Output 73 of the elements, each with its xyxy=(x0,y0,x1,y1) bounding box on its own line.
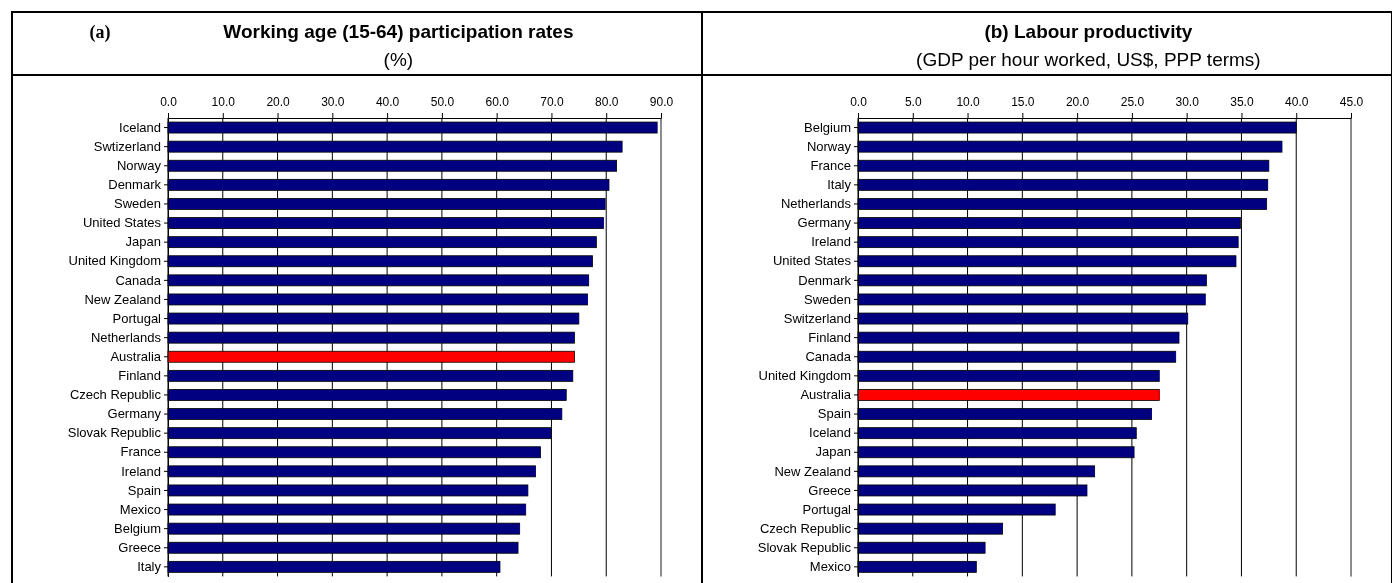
y-tick-label: Japan xyxy=(815,444,851,460)
y-tick-label: Italy xyxy=(137,559,162,575)
y-tick-label: Belgium xyxy=(114,520,161,536)
y-tick-label: France xyxy=(120,444,161,460)
y-tick-label: United Kingdom xyxy=(758,368,851,384)
y-tick-label: Norway xyxy=(806,138,852,154)
y-tick-label: Slovak Republic xyxy=(757,539,852,555)
y-tick-label: Greece xyxy=(118,539,161,555)
y-tick-label: Germany xyxy=(797,215,852,231)
x-tick-label: 0.0 xyxy=(160,95,178,110)
y-tick-label: United States xyxy=(82,215,162,231)
y-tick-label: New Zealand xyxy=(774,463,851,479)
x-tick-label: 5.0 xyxy=(904,95,922,110)
chart-subtitle: (%) xyxy=(383,49,414,70)
y-tick-label: Canada xyxy=(115,272,162,288)
y-tick-label: United Kingdom xyxy=(68,253,161,269)
y-tick-label: Canada xyxy=(805,348,852,364)
x-tick-label: 30.0 xyxy=(321,95,345,110)
x-tick-label: 20.0 xyxy=(266,95,291,110)
y-tick-label: Greece xyxy=(808,482,851,498)
y-tick-label: Czech Republic xyxy=(69,387,162,403)
y-tick-label: Netherlands xyxy=(780,196,852,212)
y-tick-label: Slovak Republic xyxy=(67,425,162,441)
x-tick-label: 35.0 xyxy=(1230,95,1254,110)
x-tick-label: 20.0 xyxy=(1065,95,1090,110)
chart-title: (b) Labour productivity xyxy=(984,21,1193,42)
x-tick-label: 30.0 xyxy=(1175,95,1200,110)
y-tick-label: Ireland xyxy=(811,234,851,250)
y-tick-label: Spain xyxy=(127,482,161,498)
y-tick-label: Denmark xyxy=(798,272,852,288)
text: (a) xyxy=(89,22,111,43)
y-tick-label: Mexico xyxy=(119,501,161,517)
y-tick-label: Iceland xyxy=(119,119,161,135)
y-tick-label: Japan xyxy=(125,234,161,250)
y-tick-label: France xyxy=(810,157,851,173)
y-tick-label: Italy xyxy=(827,177,852,193)
y-tick-label: Denmark xyxy=(108,177,162,193)
y-tick-label: Ireland xyxy=(121,463,161,479)
chart-subtitle: (GDP per hour worked, US$, PPP terms) xyxy=(916,49,1261,70)
x-tick-label: 80.0 xyxy=(595,95,619,110)
y-tick-label: Sweden xyxy=(804,291,851,307)
chart-title: Working age (15-64) participation rates xyxy=(223,21,574,42)
x-tick-label: 60.0 xyxy=(485,95,510,110)
y-tick-label: Switzerland xyxy=(783,310,851,326)
y-tick-label: United States xyxy=(772,253,852,269)
y-tick-label: Czech Republic xyxy=(759,520,852,536)
x-tick-label: 15.0 xyxy=(1011,95,1035,110)
y-tick-label: New Zealand xyxy=(84,291,161,307)
x-tick-label: 10.0 xyxy=(956,95,981,110)
y-tick-label: Sweden xyxy=(114,196,161,212)
x-tick-label: 40.0 xyxy=(1285,95,1309,110)
x-tick-label: 40.0 xyxy=(375,95,400,110)
y-tick-label: Portugal xyxy=(112,310,162,326)
y-tick-label: Finland xyxy=(808,329,851,345)
x-tick-label: 90.0 xyxy=(649,95,674,110)
x-tick-label: 10.0 xyxy=(211,95,236,110)
x-tick-label: 25.0 xyxy=(1120,95,1145,110)
y-tick-label: Australia xyxy=(800,387,852,403)
x-tick-label: 70.0 xyxy=(540,95,564,110)
x-tick-label: 0.0 xyxy=(850,95,868,110)
y-tick-label: Portugal xyxy=(802,501,852,517)
y-tick-label: Swtizerland xyxy=(93,138,161,154)
y-tick-label: Norway xyxy=(116,157,162,173)
y-tick-label: Australia xyxy=(110,348,162,364)
y-tick-label: Spain xyxy=(817,406,851,422)
y-tick-label: Iceland xyxy=(809,425,851,441)
y-tick-label: Belgium xyxy=(804,119,851,135)
y-tick-label: Mexico xyxy=(809,559,851,575)
y-tick-label: Finland xyxy=(118,368,161,384)
y-tick-label: Germany xyxy=(107,406,162,422)
x-tick-label: 50.0 xyxy=(430,95,455,110)
y-tick-label: Netherlands xyxy=(90,329,162,345)
x-tick-label: 45.0 xyxy=(1339,95,1364,110)
